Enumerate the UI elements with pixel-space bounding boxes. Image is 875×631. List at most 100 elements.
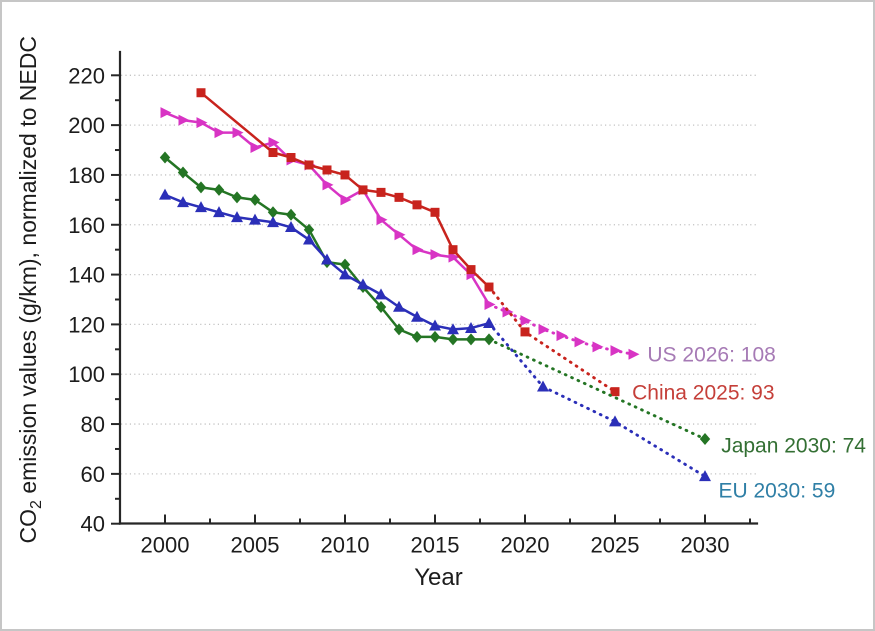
data-point-marker	[430, 249, 442, 261]
data-point-marker	[448, 245, 458, 255]
data-point-marker	[339, 258, 351, 271]
x-tick-label: 2025	[591, 533, 640, 558]
data-point-marker	[610, 387, 620, 397]
series-eu: EU 2030: 59	[159, 188, 835, 503]
data-point-marker	[429, 330, 441, 343]
data-point-marker	[232, 127, 244, 139]
data-point-marker	[285, 208, 297, 221]
data-point-marker	[465, 321, 477, 333]
data-point-marker	[430, 207, 440, 217]
y-tick-label: 60	[81, 462, 105, 487]
data-point-marker	[447, 333, 459, 346]
y-tick-label: 160	[68, 213, 105, 238]
data-point-marker	[321, 253, 333, 265]
data-point-marker	[610, 345, 622, 357]
data-point-marker	[196, 117, 208, 129]
data-point-marker	[574, 336, 586, 348]
data-point-marker	[628, 348, 640, 360]
data-point-marker	[483, 316, 495, 328]
data-point-marker	[196, 88, 206, 98]
data-point-marker	[393, 300, 405, 312]
data-point-marker	[249, 193, 261, 206]
data-point-marker	[322, 179, 334, 191]
annotation-us: US 2026: 108	[647, 343, 775, 366]
data-point-marker	[303, 223, 315, 236]
data-point-marker	[231, 211, 243, 223]
y-tick-label: 120	[68, 312, 105, 337]
data-point-marker	[375, 300, 387, 313]
data-point-marker	[340, 194, 352, 206]
data-point-marker	[447, 323, 459, 335]
data-point-marker	[376, 214, 388, 226]
series-us: US 2026: 108	[160, 107, 776, 366]
data-point-marker	[592, 341, 604, 353]
data-point-marker	[322, 165, 332, 175]
x-axis-title: Year	[414, 564, 463, 591]
data-point-marker	[699, 470, 711, 482]
data-point-marker	[375, 288, 387, 300]
data-point-marker	[213, 206, 225, 218]
data-point-marker	[411, 330, 423, 343]
series-china: China 2025: 93	[196, 88, 775, 405]
data-point-marker	[537, 380, 549, 392]
data-point-marker	[484, 282, 494, 292]
y-tick-label: 40	[81, 512, 105, 537]
data-point-marker	[159, 151, 171, 164]
data-point-marker	[340, 170, 350, 180]
data-point-marker	[286, 153, 296, 163]
data-point-marker	[411, 310, 423, 322]
data-point-marker	[214, 127, 226, 139]
data-point-marker	[249, 213, 261, 225]
x-tick-label: 2005	[231, 533, 280, 558]
data-point-marker	[448, 251, 460, 263]
x-tick-label: 2030	[681, 533, 730, 558]
data-point-marker	[556, 330, 568, 342]
data-point-marker	[177, 166, 189, 179]
data-point-marker	[231, 191, 243, 204]
gridlines	[121, 74, 757, 475]
data-point-marker	[394, 229, 406, 241]
y-tick-label: 180	[68, 163, 105, 188]
y-tick-label: 80	[81, 412, 105, 437]
y-tick-label: 220	[68, 63, 105, 88]
projection-line	[487, 321, 707, 478]
projection-line	[487, 337, 707, 441]
annotation-china: China 2025: 93	[632, 382, 774, 405]
data-point-marker	[195, 181, 207, 194]
y-axis-title: CO2 emission values (g/km), normalized t…	[15, 36, 45, 543]
y-tick-label: 200	[68, 113, 105, 138]
data-point-marker	[357, 278, 369, 290]
y-tick-label: 140	[68, 263, 105, 288]
data-point-marker	[285, 221, 297, 233]
data-point-marker	[195, 201, 207, 213]
data-point-marker	[609, 415, 621, 427]
data-point-marker	[393, 323, 405, 336]
data-point-marker	[466, 265, 476, 275]
x-tick-label: 2015	[411, 533, 460, 558]
data-point-marker	[358, 185, 368, 195]
axis-ticks	[111, 74, 751, 525]
x-tick-label: 2010	[321, 533, 370, 558]
axes	[118, 50, 759, 525]
data-point-marker	[303, 233, 315, 245]
data-point-marker	[465, 333, 477, 346]
data-point-marker	[412, 200, 422, 210]
data-point-marker	[178, 114, 190, 126]
x-tick-label: 2000	[141, 533, 190, 558]
data-point-marker	[160, 107, 172, 119]
data-point-marker	[520, 315, 532, 327]
data-point-marker	[159, 188, 171, 200]
data-point-marker	[268, 148, 278, 158]
data-point-marker	[429, 319, 441, 331]
data-point-marker	[339, 268, 351, 280]
y-tick-label: 100	[68, 362, 105, 387]
data-point-marker	[250, 142, 262, 154]
data-point-marker	[484, 298, 496, 310]
x-tick-label: 2020	[501, 533, 550, 558]
x-tick-labels: 2000 2005 2010 2015 2020 2025 2030	[141, 533, 730, 558]
data-point-marker	[538, 323, 550, 335]
data-point-marker	[267, 216, 279, 228]
annotation-japan: Japan 2030: 74	[721, 434, 866, 457]
